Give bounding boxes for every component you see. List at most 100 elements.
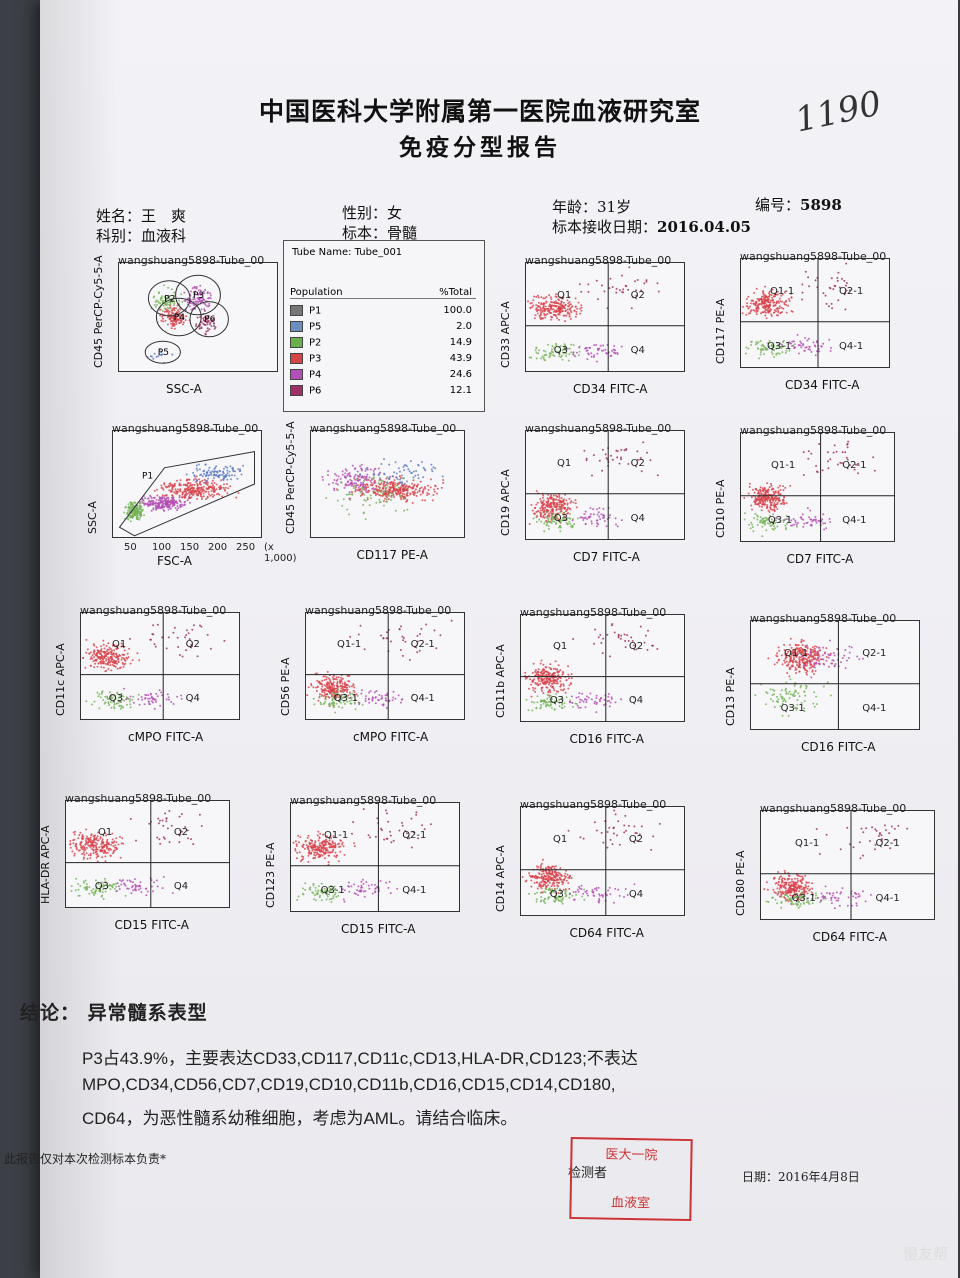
event-dot (408, 658, 411, 661)
event-dot (541, 310, 544, 313)
event-dot (748, 482, 751, 485)
event-dot (595, 697, 598, 700)
event-dot (555, 305, 558, 308)
event-dot (798, 663, 801, 666)
event-dot (773, 525, 776, 528)
event-dot (766, 348, 769, 351)
event-dot (128, 647, 131, 650)
event-dot (773, 706, 776, 708)
event-dot (776, 652, 779, 655)
event-dot (92, 643, 95, 646)
event-dot (749, 312, 752, 315)
event-dot (807, 337, 810, 340)
event-dot (794, 666, 797, 669)
event-dot (789, 667, 792, 670)
event-dot (565, 696, 568, 699)
event-dot (632, 644, 635, 647)
event-dot (753, 517, 756, 520)
event-dot (805, 653, 808, 656)
event-dot (91, 654, 94, 657)
event-dot (171, 324, 174, 327)
event-dot (569, 317, 572, 320)
event-dot (382, 637, 385, 640)
event-dot (788, 690, 791, 693)
event-dot (810, 666, 813, 669)
event-dot (570, 525, 573, 528)
event-dot (539, 309, 542, 312)
event-dot (361, 475, 364, 478)
event-dot (812, 341, 815, 344)
event-dot (89, 651, 92, 654)
event-dot (541, 501, 544, 504)
event-dot (412, 493, 415, 496)
event-dot (165, 298, 168, 301)
event-dot (159, 302, 162, 305)
event-dot (591, 474, 593, 477)
event-dot (772, 499, 774, 502)
event-dot (403, 493, 406, 496)
y-axis-label: CD117 PE-A (714, 298, 727, 364)
scatter-plot (525, 430, 685, 540)
event-dot (348, 700, 351, 703)
event-dot (89, 664, 92, 667)
event-dot (239, 468, 241, 471)
event-dot (171, 490, 174, 493)
event-dot (567, 512, 570, 515)
event-dot (585, 457, 588, 460)
event-dot (364, 477, 367, 480)
event-dot (536, 695, 539, 698)
event-dot (538, 680, 540, 682)
event-dot (798, 658, 801, 660)
event-dot (73, 833, 76, 836)
event-dot (165, 698, 168, 701)
event-dot (97, 855, 100, 858)
event-dot (105, 658, 108, 660)
event-dot (406, 494, 409, 497)
event-dot (777, 646, 780, 649)
event-dot (615, 291, 618, 294)
quadrant-label: Q3 (553, 344, 569, 356)
event-dot (382, 492, 384, 495)
event-dot (815, 645, 818, 648)
event-dot (555, 682, 558, 685)
event-dot (772, 528, 775, 531)
event-dot (578, 283, 581, 286)
event-dot (367, 697, 370, 700)
event-dot (123, 659, 126, 662)
event-dot (623, 449, 626, 452)
event-dot (205, 479, 208, 482)
event-dot (548, 506, 551, 509)
event-dot (338, 696, 341, 699)
event-dot (394, 485, 397, 488)
event-dot (379, 477, 381, 479)
event-dot (549, 521, 552, 524)
event-dot (567, 673, 570, 676)
event-dot (566, 508, 569, 511)
event-dot (168, 489, 171, 492)
event-dot (176, 505, 179, 508)
event-dot (570, 695, 573, 698)
event-dot (531, 509, 534, 512)
event-dot (553, 355, 556, 357)
tick-label: 100 (152, 542, 172, 553)
event-dot (210, 482, 213, 485)
event-dot (768, 486, 771, 489)
event-dot (552, 512, 554, 514)
event-dot (102, 662, 104, 664)
event-dot (194, 490, 197, 493)
event-dot (767, 488, 770, 491)
event-dot (351, 482, 353, 485)
event-dot (748, 523, 750, 526)
event-dot (828, 305, 830, 308)
event-dot (793, 694, 796, 697)
event-dot (177, 319, 180, 322)
event-dot (196, 489, 199, 492)
event-dot (553, 309, 556, 312)
event-dot (551, 516, 554, 519)
event-dot (213, 327, 216, 330)
event-dot (102, 639, 105, 642)
event-dot (101, 690, 104, 693)
event-dot (176, 479, 178, 482)
event-dot (783, 291, 786, 294)
event-dot (82, 857, 85, 860)
